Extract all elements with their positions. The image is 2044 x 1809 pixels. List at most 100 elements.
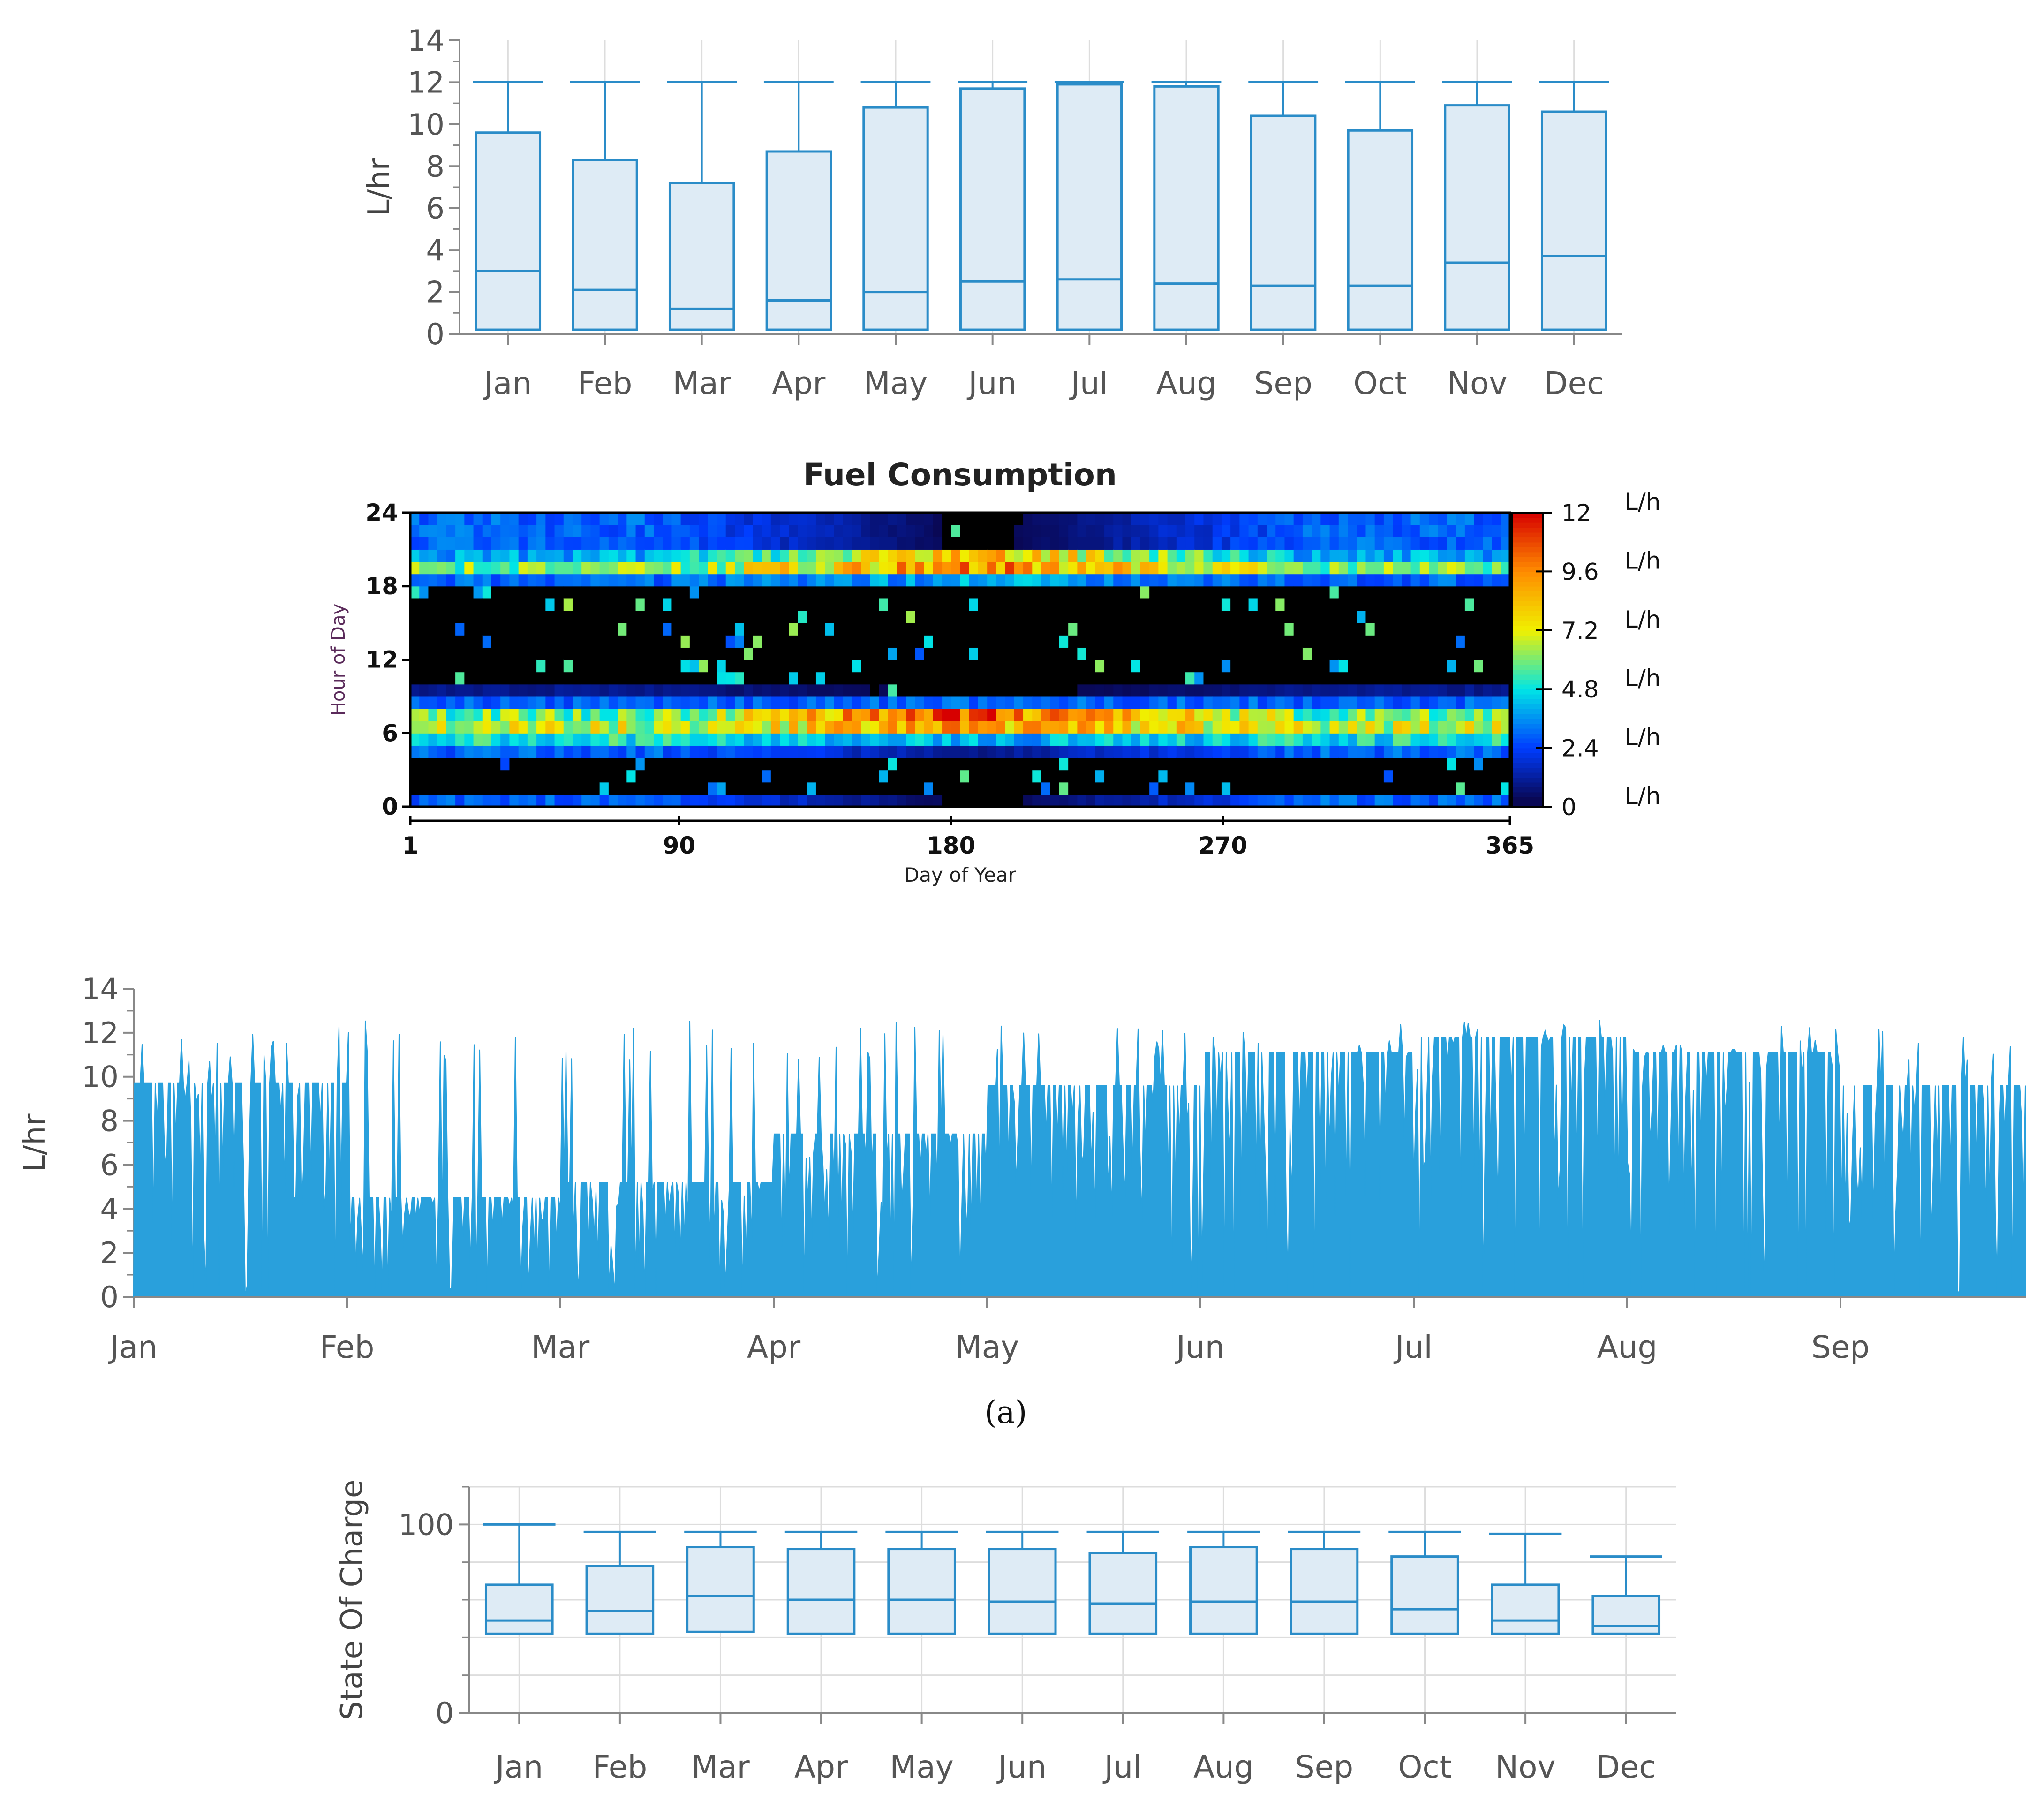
x-tick-label: Jul [1102,1749,1142,1785]
heatmap-cell [663,574,672,587]
heatmap-cell [626,611,636,623]
heatmap-cell [1483,770,1493,783]
heatmap-cell [1320,659,1330,673]
heatmap-cell [843,696,852,709]
heatmap-cell [1239,721,1249,734]
heatmap-cell [1474,635,1483,648]
heatmap-cell [644,598,654,611]
heatmap-cell [437,770,447,783]
heatmap-cell [815,782,825,795]
heatmap-cell [1104,696,1114,709]
heatmap-cell [1041,586,1051,599]
heatmap-cell [590,709,600,721]
heatmap-cell [1059,561,1069,575]
x-tick-label: Apr [747,1329,801,1365]
heatmap-cell [455,611,465,623]
heatmap-cell [618,696,627,709]
heatmap-cell [653,513,663,525]
heatmap-cell [753,733,762,746]
heatmap-cell [644,684,654,697]
colorbar-segment [1512,581,1543,587]
heatmap-cell [897,598,906,611]
heatmap-cell [1312,659,1321,673]
heatmap-cell [1312,647,1321,660]
heatmap-cell [1393,513,1402,525]
heatmap-cell [491,757,501,771]
heatmap-cell [879,745,889,758]
heatmap-cell [1456,721,1465,734]
heatmap-cell [644,721,654,734]
heatmap-cell [1338,513,1348,525]
heatmap-cell [753,513,762,525]
heatmap-cell [644,635,654,648]
heatmap-cell [554,574,564,587]
heatmap-cell [1176,574,1186,587]
heatmap-cell [969,647,979,660]
heatmap-cell [744,623,754,636]
colorbar-segment [1512,679,1543,685]
heatmap-cell [915,611,925,623]
heatmap-cell [1419,709,1429,721]
heatmap-cell [618,684,627,697]
heatmap-cell [717,611,726,623]
heatmap-cell [1483,513,1493,525]
heatmap-cell [969,794,979,807]
heatmap-cell [1086,684,1096,697]
heatmap-cell [1149,770,1159,783]
heatmap-cell [1131,635,1141,648]
heatmap-cell [590,757,600,771]
heatmap-cell [1410,721,1420,734]
colorbar-segment [1512,557,1543,562]
heatmap-cell [1474,647,1483,660]
heatmap-cell [680,598,690,611]
heatmap-cell [1393,696,1402,709]
heatmap-cell [915,549,925,562]
heatmap-cell [572,647,582,660]
heatmap-cell [1383,770,1393,783]
heatmap-cell [572,586,582,599]
heatmap-cell [834,549,844,562]
heatmap-cell [906,770,915,783]
heatmap-cell [1158,770,1168,783]
heatmap-cell [671,659,681,673]
heatmap-cell [500,684,510,697]
heatmap-cell [969,598,979,611]
heatmap-cell [527,770,537,783]
heatmap-cell [1393,733,1402,746]
heatmap-cell [717,586,726,599]
heatmap-cell [1023,561,1033,575]
heatmap-cell [780,659,789,673]
heatmap-cell [1474,770,1483,783]
heatmap-cell [635,696,645,709]
heatmap-cell [608,549,618,562]
heatmap-cell [1456,782,1465,795]
heatmap-cell [897,745,906,758]
heatmap-cell [446,770,456,783]
heatmap-cell [1185,561,1195,575]
heatmap-cell [626,782,636,795]
heatmap-cell [744,733,754,746]
heatmap-cell [1483,598,1493,611]
heatmap-cell [1041,659,1051,673]
heatmap-cell [888,757,898,771]
heatmap-cell [446,757,456,771]
heatmap-cell [437,635,447,648]
heatmap-cell [1267,647,1276,660]
heatmap-cell [1320,623,1330,636]
heatmap-cell [563,574,573,587]
heatmap-cell [518,733,528,746]
heatmap-cell [1005,696,1015,709]
colorbar-segment [1512,713,1543,719]
heatmap-cell [1267,770,1276,783]
heatmap-cell [1014,513,1024,525]
heatmap-cell [780,549,789,562]
heatmap-cell [753,745,762,758]
heatmap-cell [1230,757,1240,771]
heatmap-cell [753,586,762,599]
heatmap-cell [1447,537,1456,550]
heatmap-cell [635,733,645,746]
heatmap-cell [1176,561,1186,575]
heatmap-cell [753,709,762,721]
heatmap-cell [861,782,870,795]
heatmap-cell [708,611,717,623]
